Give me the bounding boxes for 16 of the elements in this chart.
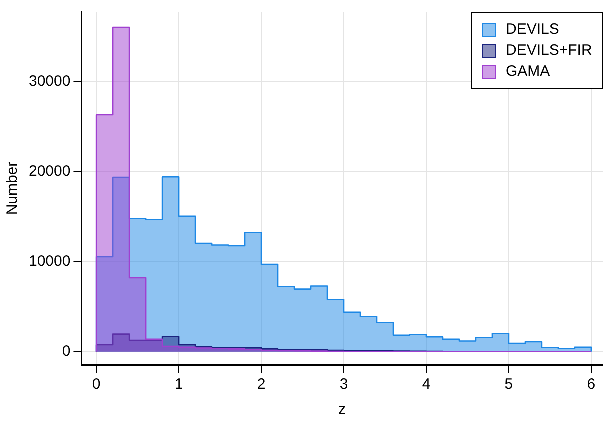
y-tick-label: 0 xyxy=(62,343,71,360)
y-tick-label: 10000 xyxy=(28,253,71,270)
x-axis-title: z xyxy=(338,401,346,418)
x-tick-label: 5 xyxy=(504,376,514,394)
x-tick-label: 3 xyxy=(340,376,348,394)
legend-label: DEVILS+FIR xyxy=(506,42,592,59)
x-tick-label: 6 xyxy=(587,376,596,394)
legend-label: GAMA xyxy=(506,63,550,80)
y-tick-label: 30000 xyxy=(28,73,71,90)
y-axis-title: Number xyxy=(4,162,22,216)
x-tick-label: 1 xyxy=(174,376,184,394)
x-tick-label: 2 xyxy=(257,376,266,394)
x-tick-label: 0 xyxy=(92,376,101,394)
y-tick-label: 20000 xyxy=(28,163,71,180)
x-tick-label: 4 xyxy=(422,376,431,394)
legend-label: DEVILS xyxy=(506,21,560,38)
